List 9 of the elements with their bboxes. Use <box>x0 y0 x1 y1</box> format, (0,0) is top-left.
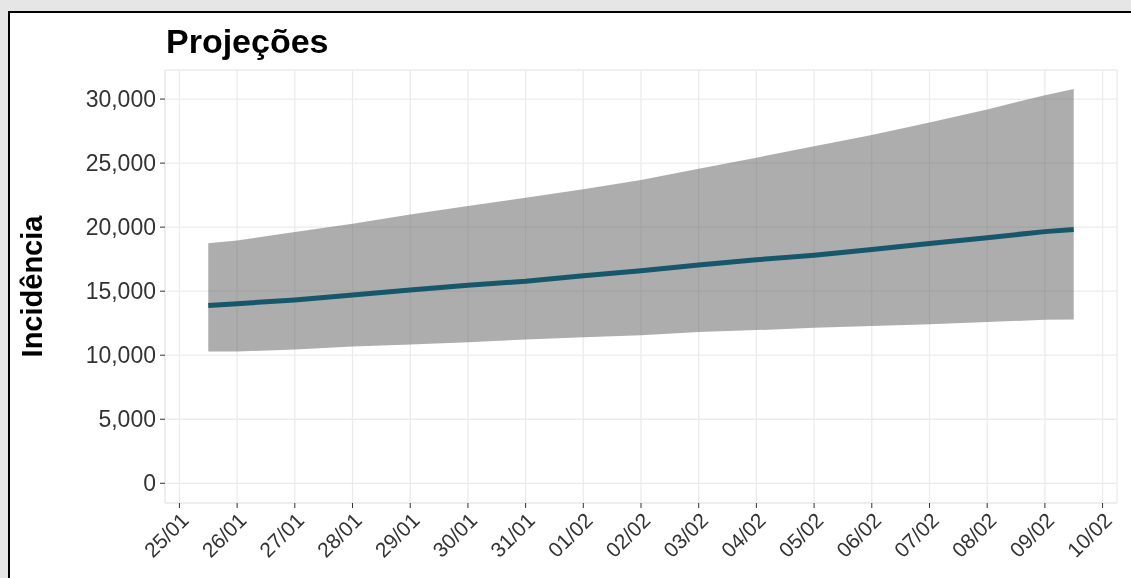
y-tick-label: 5,000 <box>98 406 156 433</box>
chart-title: Projeções <box>166 22 329 60</box>
y-tick-label: 0 <box>143 470 156 497</box>
y-tick-label: 25,000 <box>85 150 156 177</box>
y-tick-label: 15,000 <box>85 278 156 305</box>
y-tick-label: 20,000 <box>85 214 156 241</box>
y-tick-label: 10,000 <box>85 342 156 369</box>
y-axis-title: Incidência <box>16 214 49 358</box>
y-tick-label: 30,000 <box>85 86 156 113</box>
